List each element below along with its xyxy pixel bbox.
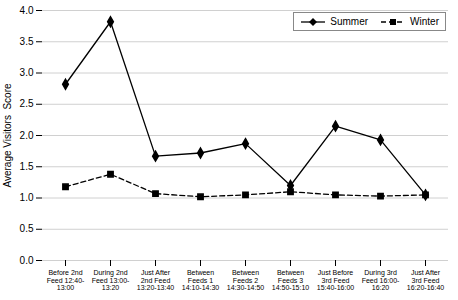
svg-text:2.0: 2.0 — [20, 130, 34, 141]
svg-text:3.5: 3.5 — [20, 36, 34, 47]
html-text:Winter: Winter — [410, 16, 439, 27]
svg-text:During 2ndFeed 13:00-13:20: During 2ndFeed 13:00-13:20 — [92, 269, 130, 291]
svg-text:BetweenFeeds 314:50-15:10: BetweenFeeds 314:50-15:10 — [272, 269, 309, 291]
svg-text:BetweenFeeds 114:10-14:30: BetweenFeeds 114:10-14:30 — [182, 269, 219, 291]
svg-text:0.0: 0.0 — [20, 255, 34, 266]
svg-text:1.5: 1.5 — [20, 161, 34, 172]
svg-text:BetweenFeeds 214:30-14:50: BetweenFeeds 214:30-14:50 — [227, 269, 264, 291]
svg-text:1.0: 1.0 — [20, 192, 34, 203]
svg-text:During 3rdFeed 16:00-16:20: During 3rdFeed 16:00-16:20 — [362, 269, 400, 291]
svg-text:Just After2nd Feed13:20-13:40: Just After2nd Feed13:20-13:40 — [137, 269, 174, 291]
svg-text:3.0: 3.0 — [20, 67, 34, 78]
svg-text:Average Visitors Score: Average Visitors Score — [2, 83, 13, 188]
svg-text:4.0: 4.0 — [20, 5, 34, 16]
svg-text:Just Before3rd Feed15:40-16:00: Just Before3rd Feed15:40-16:00 — [317, 269, 354, 291]
svg-text:2.5: 2.5 — [20, 98, 34, 109]
svg-text:0.5: 0.5 — [20, 223, 34, 234]
svg-text:Just After3rd Feed16:20-16:40: Just After3rd Feed16:20-16:40 — [407, 269, 444, 291]
svg-text:Before 2ndFeed 12:40-13:00: Before 2ndFeed 12:40-13:00 — [47, 269, 85, 291]
html-text:Summer: Summer — [330, 16, 369, 27]
